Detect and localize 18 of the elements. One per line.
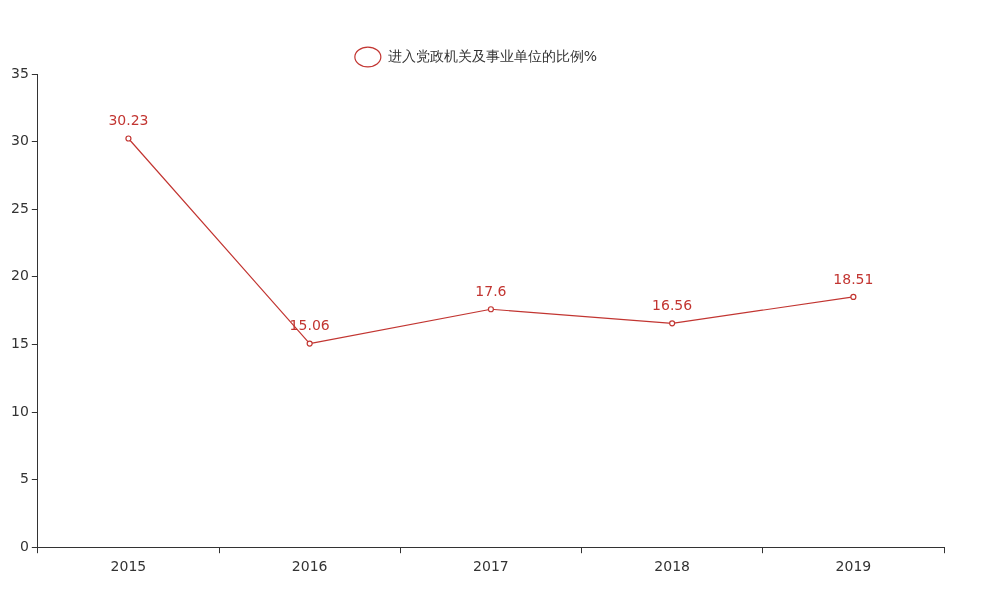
data-label: 17.6 <box>475 282 507 299</box>
y-tick-label: 10 <box>10 402 29 419</box>
y-tick-label: 25 <box>10 199 29 216</box>
x-tick-label: 2015 <box>110 558 147 575</box>
x-tick-label: 2016 <box>291 558 328 575</box>
y-tick-label: 30 <box>10 132 29 149</box>
x-tick-label: 2018 <box>654 558 690 575</box>
y-tick-label: 5 <box>19 470 29 487</box>
y-tick-label: 20 <box>10 267 29 284</box>
data-label: 18.51 <box>833 270 874 287</box>
y-tick-label: 15 <box>10 335 29 352</box>
y-tick-label: 35 <box>10 64 29 81</box>
legend-label: 进入党政机关及事业单位的比例% <box>387 47 598 64</box>
data-label: 30.23 <box>108 112 149 129</box>
y-tick-label: 0 <box>19 537 29 554</box>
x-tick-label: 2017 <box>473 558 509 575</box>
data-label: 16.56 <box>652 296 693 313</box>
x-tick-label: 2019 <box>835 558 872 575</box>
